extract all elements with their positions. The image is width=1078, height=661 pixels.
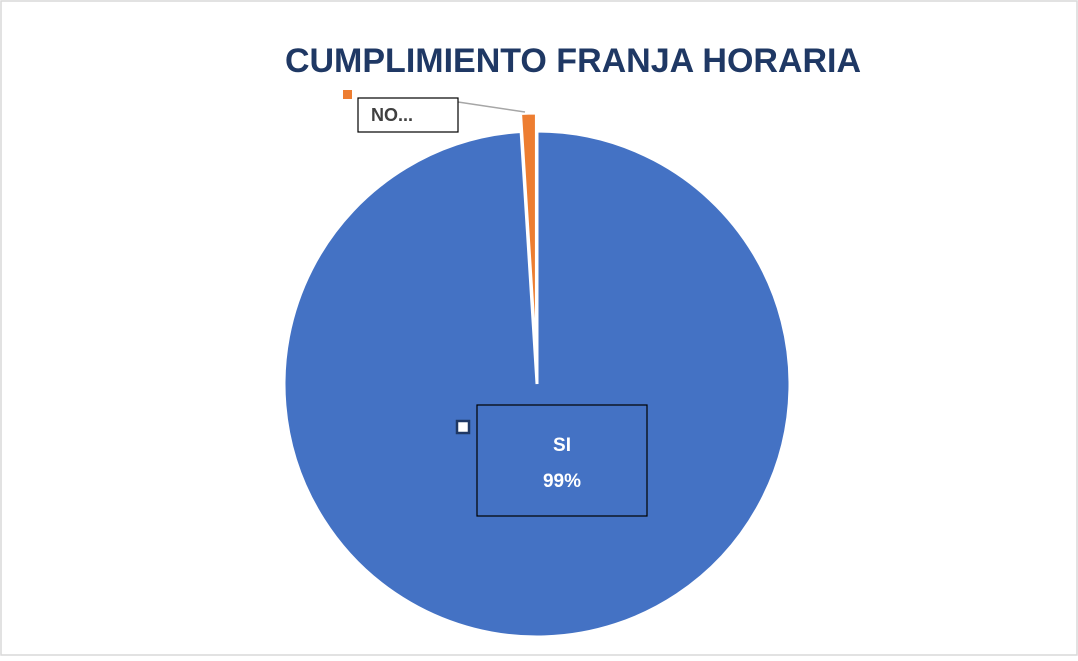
leader-line: [457, 101, 526, 113]
pie-slice: [518, 111, 538, 367]
chart-title: CUMPLIMIENTO FRANJA HORARIA: [285, 42, 861, 80]
label-key: [343, 90, 352, 99]
data-label-category: SI: [553, 435, 571, 456]
data-label-category: NO...: [371, 105, 413, 125]
label-box: [476, 404, 648, 517]
label-key: [455, 419, 471, 435]
pie-slice: [282, 129, 792, 639]
data-label-value: 99%: [543, 471, 581, 492]
label-box: [357, 97, 459, 133]
